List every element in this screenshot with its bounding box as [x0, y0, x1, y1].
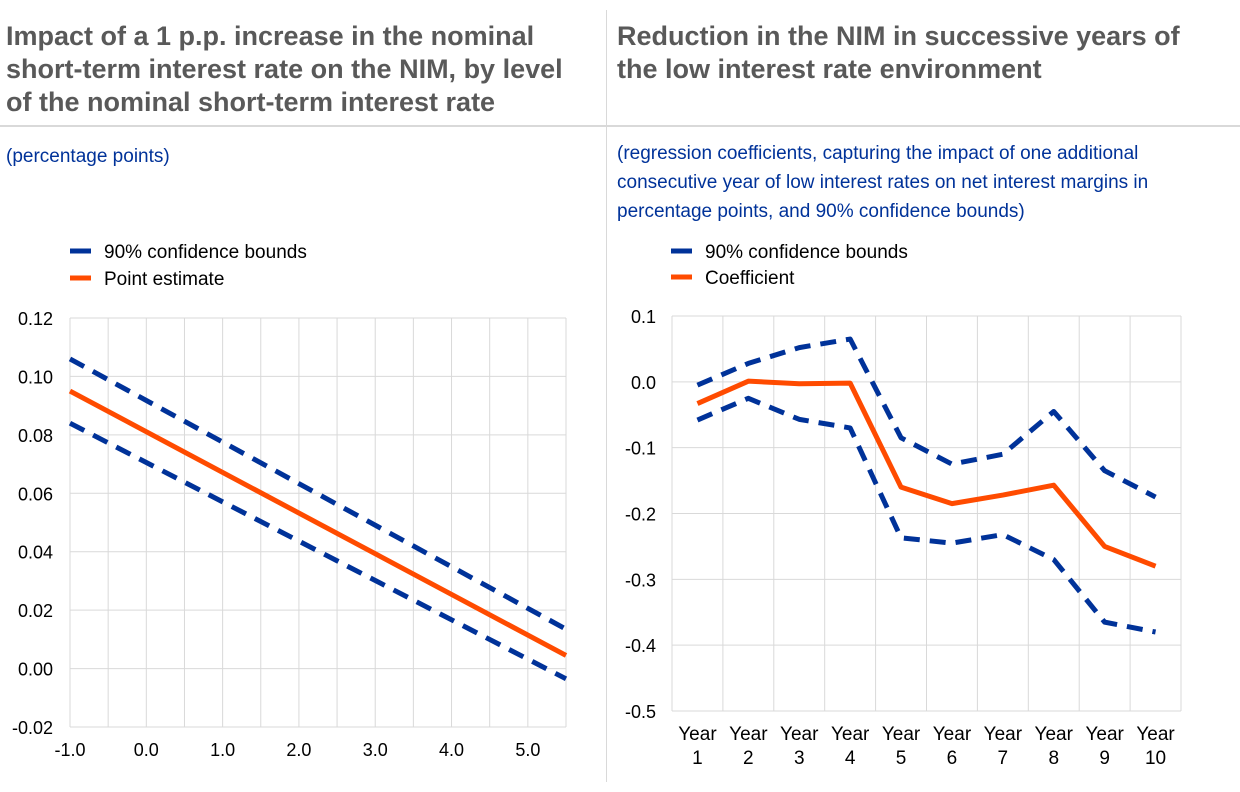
- left-x-tick-label: 2.0: [286, 740, 311, 760]
- right-x-tick-label: Year: [984, 724, 1023, 745]
- panel-divider: [606, 10, 607, 782]
- right-x-tick-label: 6: [947, 748, 958, 769]
- right-x-tick-label: 9: [1099, 748, 1110, 769]
- left-y-tick-label: 0.06: [18, 484, 53, 504]
- right-y-tick-label: -0.1: [625, 439, 656, 459]
- left-x-tick-label: 1.0: [210, 740, 235, 760]
- left-x-tick-label: 4.0: [439, 740, 464, 760]
- right-x-tick-label: 1: [692, 748, 703, 769]
- left-y-tick-label: 0.02: [18, 601, 53, 621]
- right-x-tick-label: 10: [1145, 748, 1166, 769]
- right-y-tick-label: -0.4: [625, 636, 656, 656]
- right-x-tick-label: Year: [780, 724, 819, 745]
- right-x-tick-label: 3: [794, 748, 805, 769]
- right-x-tick-label: Year: [678, 724, 717, 745]
- left-x-tick-label: 5.0: [515, 740, 540, 760]
- right-x-tick-label: 8: [1048, 748, 1059, 769]
- left-chart-title: Impact of a 1 p.p. increase in the nomin…: [6, 21, 563, 117]
- right-confidence-bound-line: [696, 336, 1157, 500]
- left-y-tick-label: 0.12: [18, 309, 53, 329]
- right-y-tick-label: -0.2: [625, 505, 656, 525]
- right-x-tick-label: Year: [729, 724, 768, 745]
- left-x-tick-label: 0.0: [134, 740, 159, 760]
- left-point-estimate-line: [68, 388, 568, 658]
- right-x-tick-label: Year: [1085, 724, 1124, 745]
- left-y-tick-label: -0.02: [12, 718, 53, 738]
- right-x-tick-label: Year: [933, 724, 972, 745]
- left-title-rule: [0, 125, 606, 127]
- left-y-tick-label: 0.04: [18, 543, 53, 563]
- left-y-tick-label: 0.10: [18, 367, 53, 387]
- right-x-tick-label: 7: [998, 748, 1009, 769]
- left-legend-estimate-label: Point estimate: [104, 269, 224, 290]
- left-confidence-bound-line: [68, 356, 568, 632]
- right-x-tick-label: Year: [1035, 724, 1074, 745]
- left-legend-bounds-label: 90% confidence bounds: [104, 242, 307, 263]
- right-x-tick-label: 4: [845, 748, 856, 769]
- left-x-tick-label: -1.0: [54, 740, 85, 760]
- right-y-tick-label: 0.1: [631, 307, 656, 327]
- right-x-tick-label: 2: [743, 748, 754, 769]
- right-title-rule: [607, 125, 1240, 127]
- right-legend-coefficient-label: Coefficient: [705, 268, 795, 289]
- right-y-tick-label: 0.0: [631, 373, 656, 393]
- right-x-tick-label: 5: [896, 748, 907, 769]
- right-x-tick-label: Year: [1136, 724, 1175, 745]
- left-x-tick-label: 3.0: [363, 740, 388, 760]
- left-y-tick-label: 0.00: [18, 660, 53, 680]
- right-chart-title: Reduction in the NIM in successive years…: [617, 21, 1180, 84]
- left-confidence-bound-line: [68, 420, 568, 682]
- right-x-tick-label: Year: [831, 724, 870, 745]
- right-legend-bounds-label: 90% confidence bounds: [705, 242, 908, 263]
- left-chart-subtitle: (percentage points): [6, 146, 170, 167]
- right-coefficient-line: [696, 378, 1157, 569]
- left-y-tick-label: 0.08: [18, 426, 53, 446]
- right-y-tick-label: -0.3: [625, 570, 656, 590]
- right-confidence-bound-line: [696, 395, 1157, 635]
- right-chart-subtitle: (regression coefficients, capturing the …: [617, 143, 1149, 222]
- right-x-tick-label: Year: [882, 724, 921, 745]
- right-y-tick-label: -0.5: [625, 702, 656, 722]
